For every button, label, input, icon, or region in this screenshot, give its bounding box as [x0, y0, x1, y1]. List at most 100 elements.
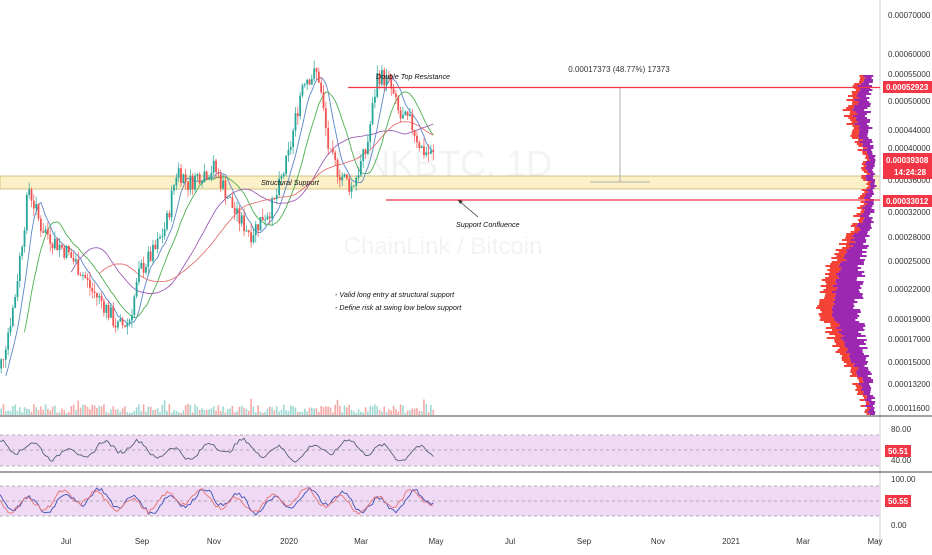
volume-bar — [180, 412, 182, 415]
volume-profile-down-bar — [866, 183, 870, 185]
volume-profile-down-bar — [862, 169, 867, 171]
candle-body — [224, 180, 227, 199]
volume-profile-down-bar — [850, 371, 856, 373]
volume-profile-up-bar — [835, 293, 863, 295]
volume-bar — [159, 411, 161, 415]
candle-body — [418, 142, 421, 149]
volume-profile-up-bar — [840, 337, 857, 339]
volume-bar — [93, 405, 96, 415]
volume-bar — [145, 411, 147, 415]
rsi-value-label: 50.51 — [885, 445, 911, 457]
volume-bar — [432, 409, 435, 415]
candle-body — [191, 175, 194, 190]
volume-bar — [208, 409, 210, 415]
support-price-label: 0.00033012 — [883, 195, 932, 207]
volume-bar — [187, 404, 189, 415]
volume-bar — [226, 408, 229, 415]
y-tick: 0.00013200 — [888, 380, 931, 389]
volume-profile-down-bar — [863, 165, 867, 167]
volume-profile-up-bar — [863, 381, 874, 383]
volume-bar — [245, 408, 248, 415]
volume-profile-up-bar — [857, 93, 872, 95]
x-tick: May — [428, 537, 443, 546]
candle-body — [373, 96, 376, 103]
volume-profile-down-bar — [860, 405, 865, 407]
volume-profile-down-bar — [846, 123, 855, 125]
candle-body — [229, 197, 231, 198]
volume-profile-down-bar — [866, 187, 870, 189]
volume-profile-down-bar — [832, 329, 842, 331]
volume-profile-down-bar — [862, 161, 866, 163]
volume-bar — [238, 406, 241, 415]
volume-profile-down-bar — [860, 211, 864, 213]
volume-bar — [367, 411, 369, 415]
volume-profile-down-bar — [838, 251, 847, 253]
volume-bar — [5, 411, 7, 415]
candle-body — [145, 266, 147, 273]
volume-profile-down-bar — [825, 265, 839, 267]
candle-body — [121, 318, 124, 326]
volume-bar — [390, 410, 393, 415]
moving-averages — [5, 76, 434, 376]
volume-bar — [378, 409, 381, 415]
volume-bar — [325, 406, 327, 415]
volume-profile-up-bar — [859, 125, 869, 127]
volume-profile-down-bar — [852, 97, 860, 99]
candle-body — [142, 262, 145, 273]
candle-body — [140, 262, 143, 269]
volume-profile-up-bar — [869, 403, 875, 405]
volume-profile-up-bar — [869, 173, 875, 175]
candle-body — [306, 79, 309, 85]
volume-bar — [395, 409, 397, 415]
volume-profile-down-bar — [859, 217, 865, 219]
volume-profile-down-bar — [848, 105, 855, 107]
candle-body — [86, 277, 89, 280]
volume-profile-down-bar — [841, 247, 850, 249]
volume-profile-down-bar — [857, 377, 863, 379]
volume-bar — [243, 407, 245, 415]
volume-bar — [170, 412, 173, 415]
candle-body — [42, 231, 45, 233]
volume-bar — [360, 411, 362, 415]
volume-profile-down-bar — [860, 205, 865, 207]
ma-long-line — [98, 121, 434, 283]
volume-profile-up-bar — [855, 371, 871, 373]
ma-fast-line — [5, 76, 434, 376]
volume-bar — [306, 411, 308, 415]
candle-body — [266, 216, 269, 220]
confluence-arrow — [457, 199, 479, 218]
candle-body — [278, 178, 281, 196]
volume-bar — [369, 406, 372, 415]
volume-profile-down-bar — [828, 275, 838, 277]
double-top-label: Double Top Resistance — [376, 72, 450, 81]
volume-bar — [35, 407, 37, 415]
volume-bar — [156, 408, 159, 415]
stoch-d-line — [0, 487, 434, 515]
volume-profile-down-bar — [843, 115, 853, 117]
volume-profile-down-bar — [820, 309, 832, 311]
volume-bar — [215, 410, 217, 415]
volume-profile-up-bar — [866, 147, 874, 149]
candle-body — [259, 216, 262, 231]
volume-bar — [350, 409, 353, 415]
volume-profile-up-bar — [850, 239, 867, 241]
volume-profile-up-bar — [852, 115, 865, 117]
volume-profile-up-bar — [862, 221, 874, 223]
volume-profile-up-bar — [857, 375, 868, 377]
volume-bar — [72, 404, 75, 415]
candle-body — [348, 178, 351, 192]
volume-profile-down-bar — [864, 411, 868, 413]
volume-profile-down-bar — [838, 243, 849, 245]
volume-bar — [91, 404, 94, 415]
volume-profile-up-bar — [858, 91, 869, 93]
volume-profile-down-bar — [857, 207, 863, 209]
volume-profile-up-bar — [837, 287, 862, 289]
volume-bar — [299, 411, 301, 415]
volume-profile-up-bar — [836, 283, 863, 285]
volume-profile-down-bar — [858, 221, 863, 223]
candle-body — [313, 68, 316, 79]
volume-profile-down-bar — [858, 219, 864, 221]
candle-body — [215, 160, 217, 172]
volume-profile-down-bar — [851, 137, 859, 139]
volume-profile-down-bar — [819, 299, 835, 301]
